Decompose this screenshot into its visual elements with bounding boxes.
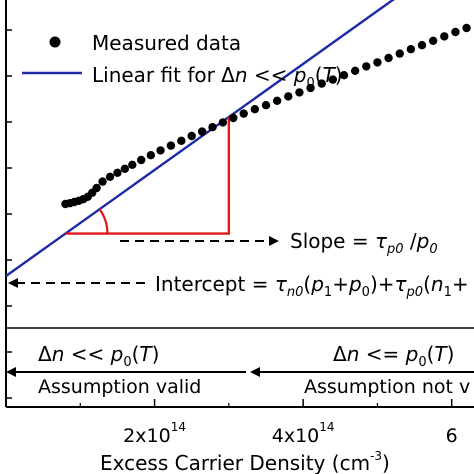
data-point: [208, 123, 217, 132]
data-point: [406, 45, 416, 54]
data-point: [384, 53, 393, 63]
data-point: [166, 141, 176, 150]
data-point: [428, 36, 438, 45]
x-axis-ticks: 2x1014 4x1014 6: [79, 399, 458, 447]
data-point: [462, 23, 471, 33]
data-point: [98, 177, 107, 186]
data-point: [295, 88, 304, 97]
data-point: [229, 113, 238, 123]
x-tick-label: 4x1014: [272, 420, 335, 447]
data-point: [350, 66, 360, 76]
data-point: [239, 109, 248, 118]
data-point: [317, 79, 326, 88]
data-point: [440, 32, 449, 41]
data-point: [218, 118, 228, 127]
region-right-label: Assumption not v: [304, 376, 470, 398]
data-point: [272, 96, 282, 106]
data-point: [146, 151, 156, 160]
data-point: [137, 155, 146, 165]
region-left-label: Assumption valid: [38, 376, 201, 398]
intercept-label: Intercept = τn0(p1+p0)+τp0(n1+: [155, 272, 469, 300]
region-right-condition: Δn <= p0(T): [333, 342, 454, 370]
data-point: [451, 27, 460, 37]
data-point: [128, 160, 137, 169]
data-point: [120, 164, 130, 173]
x-axis-label: Excess Carrier Density (cm-3): [100, 449, 390, 474]
data-point: [328, 75, 338, 84]
data-point: [177, 136, 186, 145]
data-point: [395, 49, 404, 58]
data-point: [113, 168, 122, 177]
slope-label: Slope = τp0 /p0: [290, 229, 438, 257]
data-point: [417, 41, 427, 50]
x-tick-label: 2x1014: [123, 420, 186, 447]
region-left-condition: Δn << p0(T): [38, 342, 159, 370]
data-point: [156, 146, 165, 155]
x-tick-label: 6: [446, 425, 458, 447]
slope-angle-arc: [98, 208, 109, 234]
slope-triangle: [65, 116, 231, 235]
data-point: [197, 127, 207, 136]
data-point: [187, 131, 196, 141]
data-point: [306, 83, 315, 93]
data-point: [250, 105, 260, 114]
data-point: [362, 62, 371, 71]
data-point: [284, 92, 293, 101]
legend-measured-label: Measured data: [92, 31, 241, 55]
data-point: [105, 172, 115, 181]
legend-marker-measured: [49, 36, 61, 48]
measured-points: [61, 23, 471, 209]
data-point: [373, 58, 382, 67]
y-axis-ticks: [6, 29, 12, 399]
data-point: [261, 101, 271, 110]
linear-fit-line: [5, 0, 395, 277]
legend-fit-label: Linear fit for Δn << p0(T): [92, 63, 343, 91]
data-point: [339, 71, 349, 80]
data-point: [92, 183, 101, 193]
